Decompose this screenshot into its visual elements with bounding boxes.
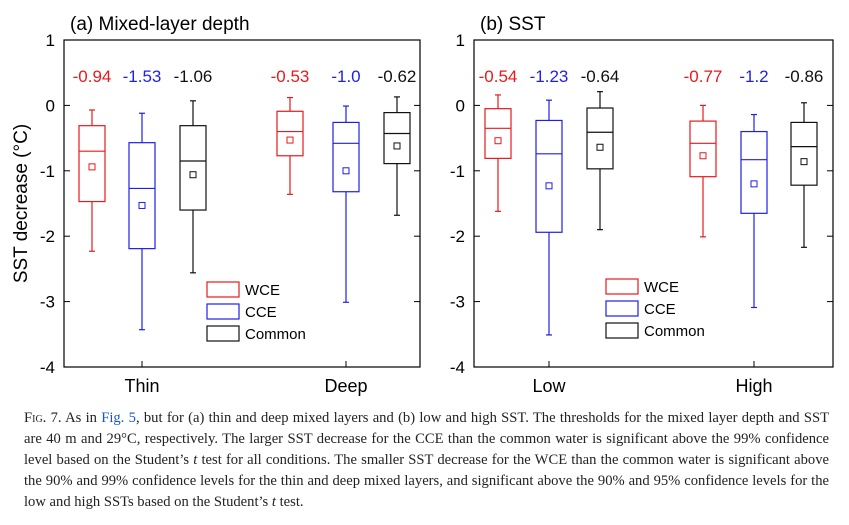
figure-caption: Fig. 7. As in Fig. 5, but for (a) thin a…: [24, 408, 829, 513]
y-tick-label: -2: [450, 227, 465, 246]
box-cce-mean-label: -1.23: [530, 67, 569, 86]
y-axis-label: SST decrease (°C): [11, 124, 32, 283]
box-common-mean-label: -0.64: [581, 67, 620, 86]
legend-label-cce: CCE: [245, 304, 277, 321]
caption-text-1: , but for (a) thin and deep mixed layers…: [24, 410, 830, 468]
box-common-iqr-box: [383, 111, 411, 165]
box-wce-mean-label: -0.94: [73, 67, 112, 86]
x-tick-label: High: [735, 376, 772, 396]
legend-swatch-common: [206, 325, 240, 342]
legend-swatch-wce: [206, 281, 240, 298]
box-cce-mean-label: -1.0: [331, 67, 360, 86]
y-tick-label: -3: [40, 293, 55, 312]
figure: 1 0 -1 -2 -3 -4 (a) Mixed-layer depth SST decre…: [11, 14, 834, 396]
box-wce-mean-label: -0.54: [479, 67, 518, 86]
box-common-iqr-box: [586, 107, 614, 170]
box-cce-iqr-box: [740, 130, 768, 214]
legend-label-wce: WCE: [644, 279, 679, 296]
caption-text-3: test.: [275, 494, 304, 510]
box-common-mean-label: -1.06: [174, 67, 213, 86]
box-wce-mean-label: -0.53: [271, 67, 310, 86]
panel-b-sst: 1 0 -1 -2 -3 -4 (b) SST Low -0.54 -1.23 -0.64 High -…: [450, 14, 834, 396]
box-wce-mean-marker: [494, 137, 502, 145]
x-tick-label: Thin: [124, 376, 159, 396]
panel-a-mixed-layer-depth: 1 0 -1 -2 -3 -4 (a) Mixed-layer depth SST decre…: [11, 14, 421, 396]
y-tick-label: 1: [456, 31, 465, 50]
y-tick-label: -1: [450, 162, 465, 181]
box-common-iqr-box: [179, 125, 207, 211]
caption-t-italic-2: t: [271, 494, 276, 510]
y-tick-label: 1: [46, 31, 55, 50]
box-common-iqr-box: [790, 121, 818, 186]
box-cce-mean-marker: [138, 201, 146, 209]
legend-swatch-wce: [605, 278, 639, 295]
y-tick-label: -4: [40, 358, 55, 377]
box-common-mean-marker: [596, 143, 604, 151]
legend-swatch-cce: [605, 300, 639, 317]
caption-text-2: test for all conditions. The smaller SST…: [24, 452, 829, 510]
caption-t-italic-1: t: [193, 452, 198, 468]
panel-title: (a) Mixed-layer depth: [70, 14, 250, 35]
box-wce-mean-marker: [699, 152, 707, 160]
legend-label-wce: WCE: [245, 282, 280, 299]
x-tick-label: Deep: [324, 376, 367, 396]
box-common-mean-label: -0.62: [378, 67, 417, 86]
box-common-mean-marker: [800, 158, 808, 166]
fig5-link[interactable]: Fig. 5: [101, 410, 136, 426]
box-cce-mean-marker: [342, 167, 350, 175]
box-wce-iqr-box: [78, 125, 106, 203]
y-tick-label: -4: [450, 358, 465, 377]
box-cce-iqr-box: [128, 142, 156, 250]
box-wce-iqr-box: [484, 108, 512, 159]
box-cce-mean-marker: [545, 182, 553, 190]
box-cce-mean-label: -1.53: [123, 67, 162, 86]
caption-text-intro: As in: [65, 410, 102, 426]
y-tick-label: 0: [456, 96, 465, 115]
box-common-mean-marker: [393, 142, 401, 150]
box-wce-iqr-box: [276, 110, 304, 157]
box-wce-mean-label: -0.77: [684, 67, 723, 86]
box-common-mean-label: -0.86: [785, 67, 824, 86]
y-tick-label: 0: [46, 96, 55, 115]
box-cce-mean-label: -1.2: [739, 67, 768, 86]
caption-label: Fig. 7.: [24, 410, 62, 426]
legend-swatch-cce: [206, 303, 240, 320]
plot-frame: [63, 39, 421, 368]
box-cce-mean-marker: [750, 180, 758, 188]
box-wce-mean-marker: [88, 163, 96, 171]
legend-swatch-common: [605, 322, 639, 339]
box-wce-mean-marker: [286, 136, 294, 144]
panel-title: (b) SST: [480, 14, 546, 35]
legend-label-cce: CCE: [644, 301, 676, 318]
y-tick-label: -2: [40, 227, 55, 246]
box-common-mean-marker: [189, 171, 197, 179]
plot-frame: [473, 39, 834, 368]
legend-label-common: Common: [644, 323, 705, 340]
x-tick-label: Low: [532, 376, 566, 396]
y-tick-label: -3: [450, 293, 465, 312]
y-tick-label: -1: [40, 162, 55, 181]
box-cce-iqr-box: [535, 119, 563, 233]
box-cce-iqr-box: [332, 121, 360, 193]
box-wce-iqr-box: [689, 120, 717, 178]
legend-label-common: Common: [245, 326, 306, 343]
